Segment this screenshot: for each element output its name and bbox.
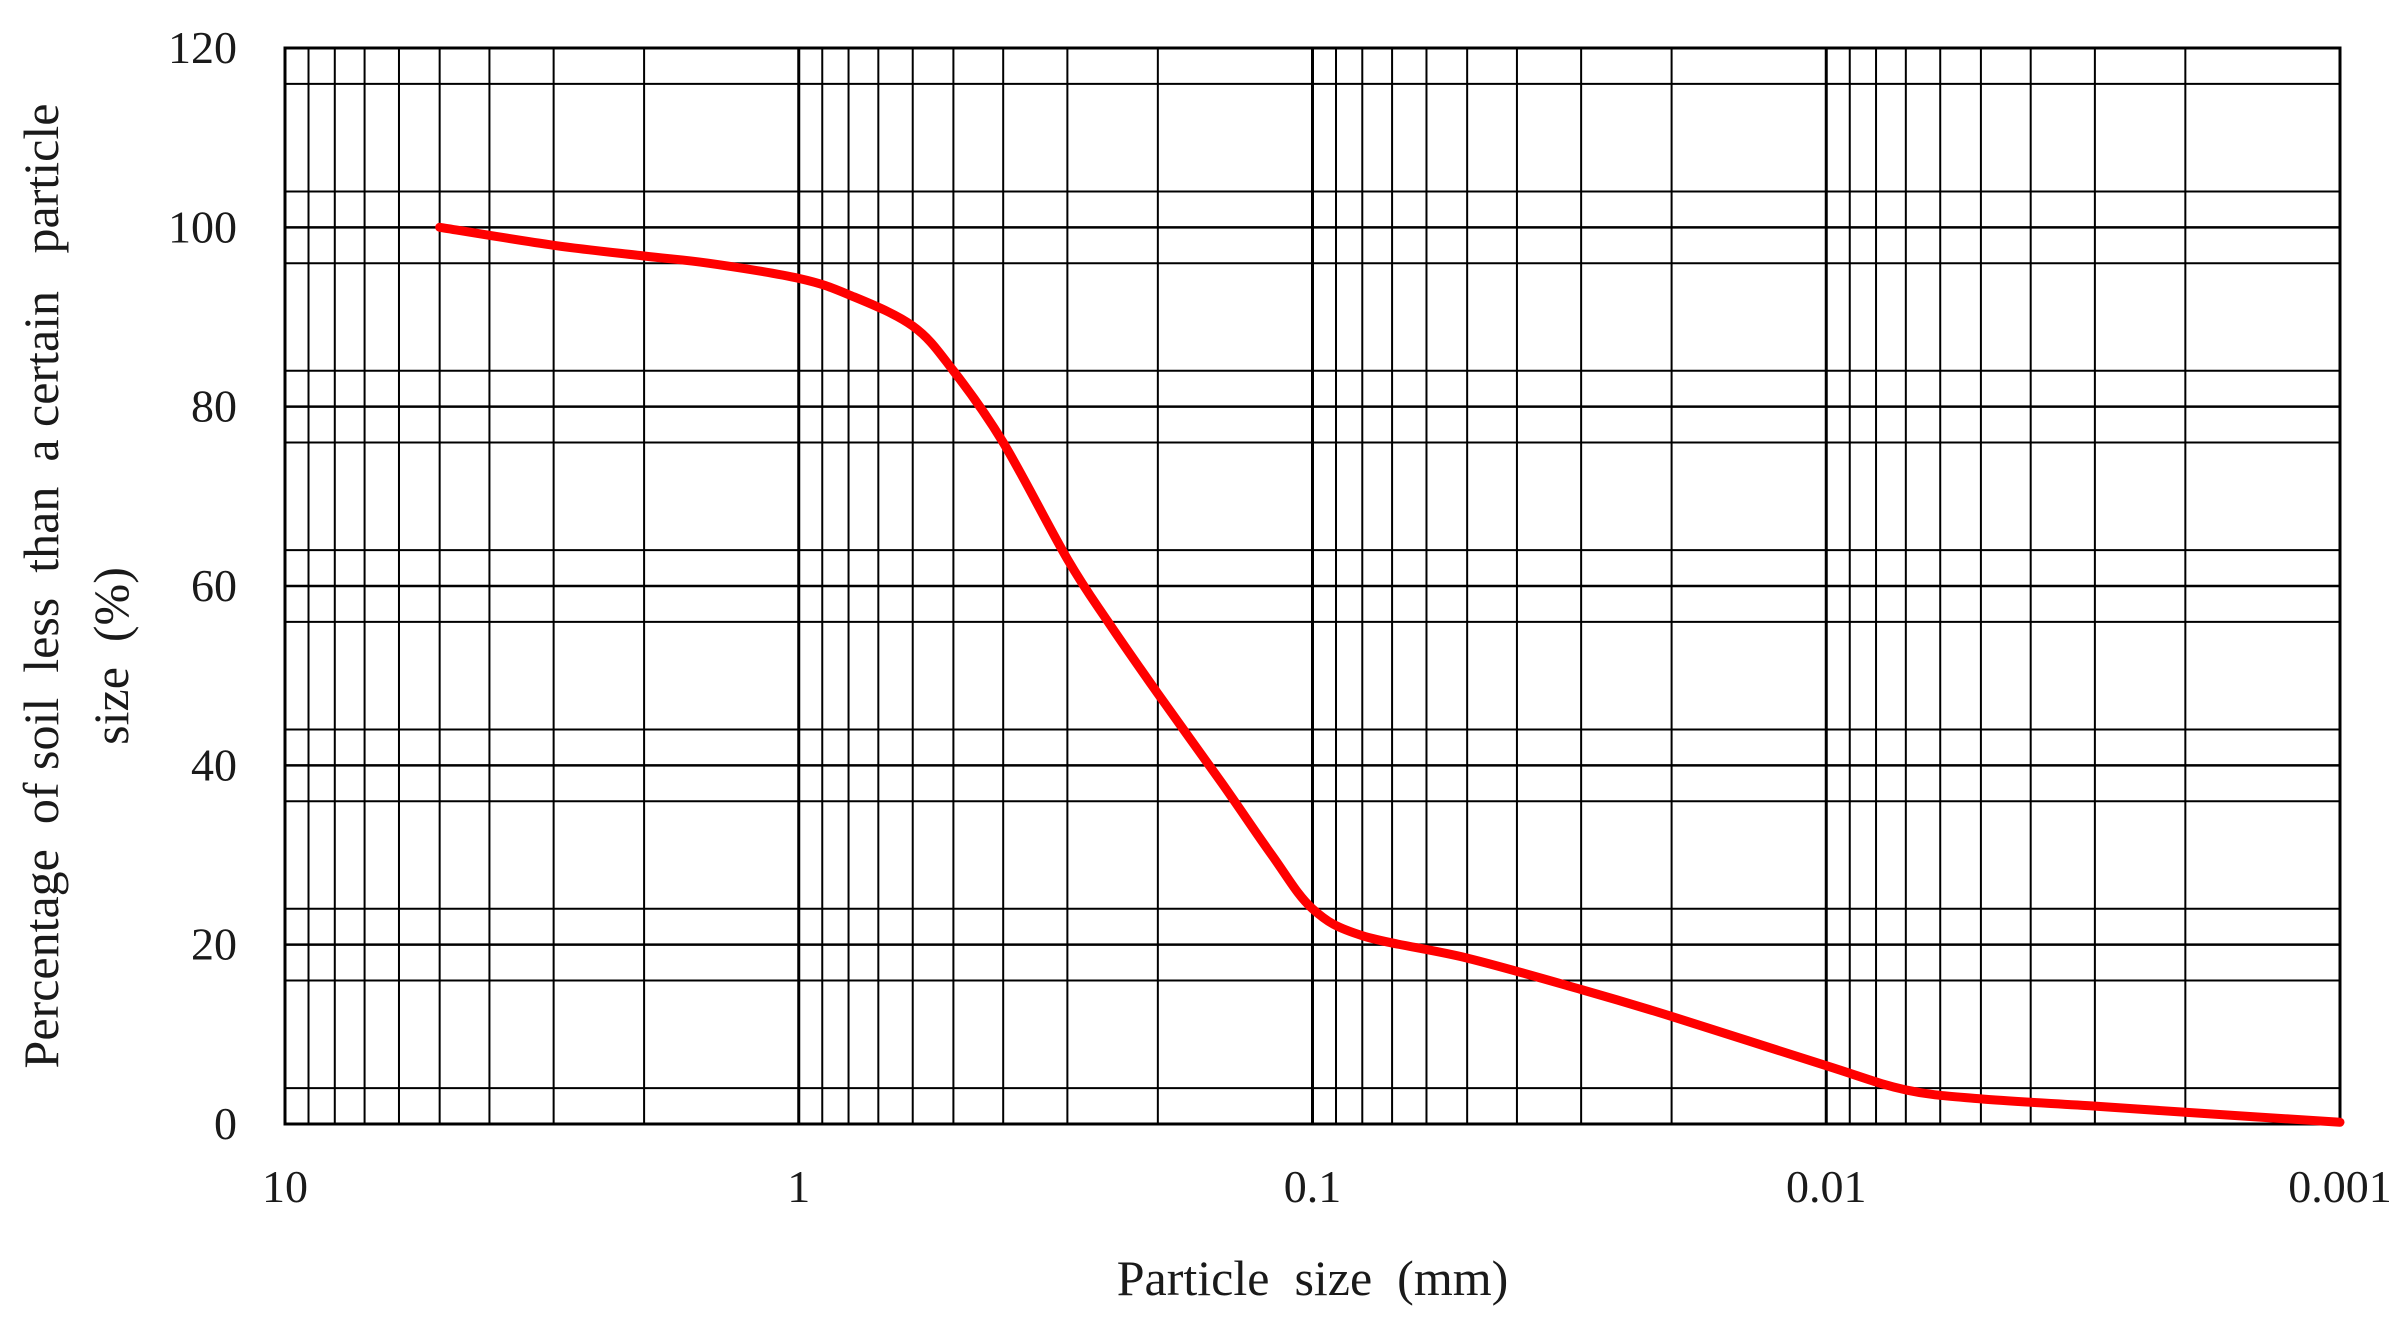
x-tick-label: 0.1 bbox=[1284, 1161, 1342, 1212]
plot-grid bbox=[283, 46, 2342, 1126]
y-tick-label: 120 bbox=[168, 22, 237, 73]
x-tick-label: 0.01 bbox=[1786, 1161, 1867, 1212]
x-tick-labels: 10 1 0.1 0.01 0.001 bbox=[262, 1161, 2392, 1212]
plot-frame bbox=[283, 46, 2342, 1126]
series-line bbox=[435, 222, 2345, 1127]
y-tick-label: 20 bbox=[191, 919, 237, 970]
y-tick-label: 40 bbox=[191, 739, 237, 790]
x-tick-label: 1 bbox=[787, 1161, 810, 1212]
y-tick-label: 60 bbox=[191, 560, 237, 611]
series-layer bbox=[435, 222, 2345, 1127]
y-tick-labels: 0 20 40 60 80 100 120 bbox=[168, 22, 237, 1149]
y-axis-title-line-1: Percentage of soil less than a certain p… bbox=[13, 104, 69, 1069]
y-tick-label: 0 bbox=[214, 1098, 237, 1149]
y-axis-title-line-2: size (%) bbox=[83, 567, 139, 745]
x-axis-title: Particle size (mm) bbox=[1117, 1250, 1509, 1306]
y-axis-title: Percentage of soil less than a certain p… bbox=[13, 104, 139, 1069]
x-tick-label: 0.001 bbox=[2288, 1161, 2392, 1212]
y-tick-label: 100 bbox=[168, 201, 237, 252]
y-tick-label: 80 bbox=[191, 381, 237, 432]
x-tick-label: 10 bbox=[262, 1161, 308, 1212]
